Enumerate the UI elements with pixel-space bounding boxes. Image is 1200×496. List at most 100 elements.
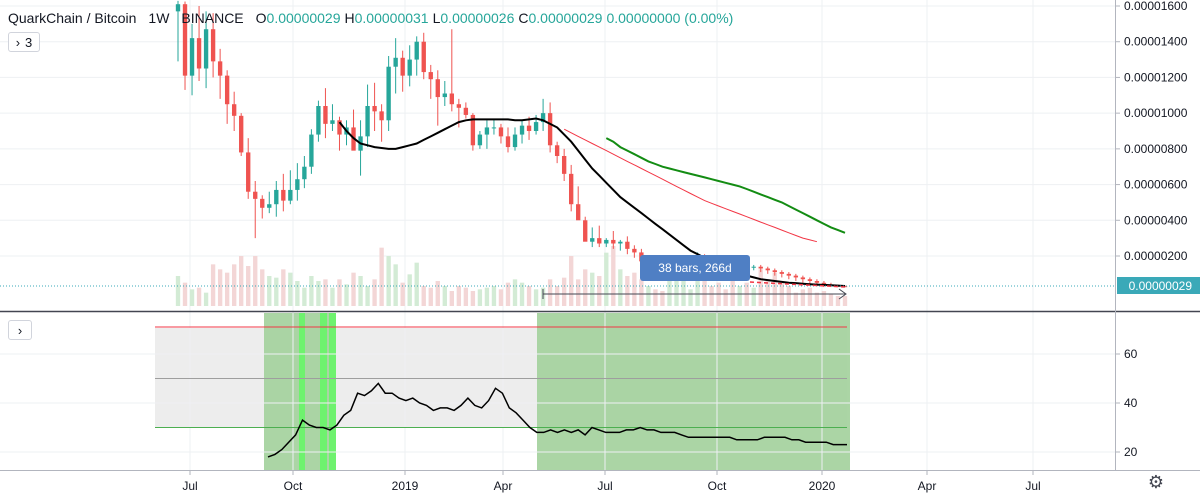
volume-bar	[498, 289, 504, 306]
open-prefix: O	[255, 10, 267, 26]
price-tick-label: 0.00000800	[1124, 142, 1188, 156]
symbol-name[interactable]: QuarkChain / Bitcoin	[8, 10, 137, 26]
low-value: 0.00000026	[440, 10, 515, 26]
time-tick-label: 2019	[392, 479, 419, 493]
candle-body	[330, 120, 335, 124]
candle-body	[583, 220, 588, 242]
volume-bar	[583, 269, 588, 306]
candle-body	[456, 104, 462, 108]
volume-bars	[175, 246, 848, 306]
price-tick-label: 0.00000200	[1124, 249, 1188, 263]
volume-bar	[519, 282, 525, 306]
low-prefix: L	[432, 10, 441, 26]
volume-bar	[660, 291, 665, 306]
candle-body	[484, 127, 490, 135]
candle-body	[793, 275, 799, 278]
moving-averages	[0, 117, 1115, 287]
volume-bar	[828, 294, 834, 306]
candle-body	[281, 189, 286, 201]
volume-bar	[267, 276, 272, 306]
volume-bar	[618, 269, 623, 306]
chart-legend: QuarkChain / Bitcoin 1W BINANCE O 0.0000…	[8, 8, 733, 28]
candle-body	[365, 106, 370, 137]
volume-bar	[554, 286, 560, 306]
candle-body	[765, 268, 770, 271]
volume-bar	[435, 281, 440, 306]
volume-bar	[590, 272, 595, 306]
candle-body	[323, 106, 328, 124]
candle-body	[316, 106, 321, 135]
candle-body	[505, 136, 511, 148]
measure-label[interactable]: 38 bars, 266d	[640, 255, 750, 281]
volume-bar	[547, 279, 553, 306]
volume-bar	[821, 291, 827, 306]
last-price-label: 0.00000029	[1117, 277, 1200, 294]
candle-body	[554, 145, 560, 156]
candle-body	[751, 266, 756, 268]
candle-body	[400, 57, 405, 76]
volume-bar	[604, 252, 609, 306]
volume-bar	[281, 269, 286, 306]
candle-body	[217, 61, 223, 76]
volume-bar	[611, 246, 616, 306]
volume-bar	[632, 272, 637, 306]
candle-body	[414, 41, 419, 60]
volume-bar	[428, 287, 433, 306]
volume-bar	[189, 289, 195, 306]
volume-bar	[491, 286, 497, 306]
volume-bar	[231, 264, 237, 306]
indicators-toggle-button[interactable]: › 3	[8, 32, 40, 52]
price-tick-label: 0.00001200	[1124, 70, 1188, 84]
candle-body	[386, 66, 391, 121]
interval-label[interactable]: 1W	[148, 10, 170, 26]
candle-body	[337, 120, 342, 135]
volume-bar	[323, 279, 328, 306]
volume-bar	[316, 281, 321, 306]
high-prefix: H	[344, 10, 355, 26]
volume-bar	[807, 287, 813, 306]
candle-body	[421, 41, 426, 73]
volume-bar	[217, 269, 223, 306]
volume-bar	[358, 276, 363, 306]
candle-body	[379, 111, 384, 121]
candle-body	[786, 273, 792, 276]
bright-zone	[329, 313, 336, 470]
volume-bar	[463, 287, 469, 306]
volume-bar	[646, 286, 651, 306]
candle-body	[561, 156, 567, 174]
candle-body	[576, 204, 581, 221]
candle-body	[533, 122, 539, 131]
volume-bar	[484, 287, 490, 306]
candle-body	[302, 166, 307, 180]
candle-body	[428, 72, 433, 80]
volume-bar	[765, 279, 770, 306]
volume-bar	[667, 269, 672, 306]
candle-body	[569, 173, 574, 205]
ma-black-line	[338, 117, 846, 287]
volume-bar	[786, 286, 792, 306]
indicator-tick-label: 20	[1124, 445, 1138, 459]
volume-bar	[295, 281, 300, 306]
volume-bar	[512, 279, 518, 306]
time-tick-label: 2020	[809, 479, 836, 493]
measure-tool[interactable]	[542, 281, 847, 300]
volume-bar	[182, 282, 188, 306]
volume-bar	[175, 276, 181, 306]
candle-body	[618, 241, 623, 244]
grid-lines	[0, 0, 1115, 470]
candle-body	[821, 282, 827, 285]
time-tick-label: Oct	[284, 479, 303, 493]
volume-bar	[561, 277, 567, 306]
volume-bar	[470, 291, 476, 306]
candle-body	[540, 113, 546, 123]
gear-icon[interactable]: ⚙	[1147, 472, 1165, 492]
volume-bar	[576, 279, 581, 306]
volume-bar	[344, 284, 349, 306]
price-tick-label: 0.00000400	[1124, 213, 1188, 227]
volume-bar	[288, 272, 293, 306]
volume-bar	[379, 247, 384, 306]
volume-bar	[224, 272, 230, 306]
pane-toggle-button[interactable]: ›	[8, 320, 32, 340]
candle-body	[407, 59, 412, 76]
